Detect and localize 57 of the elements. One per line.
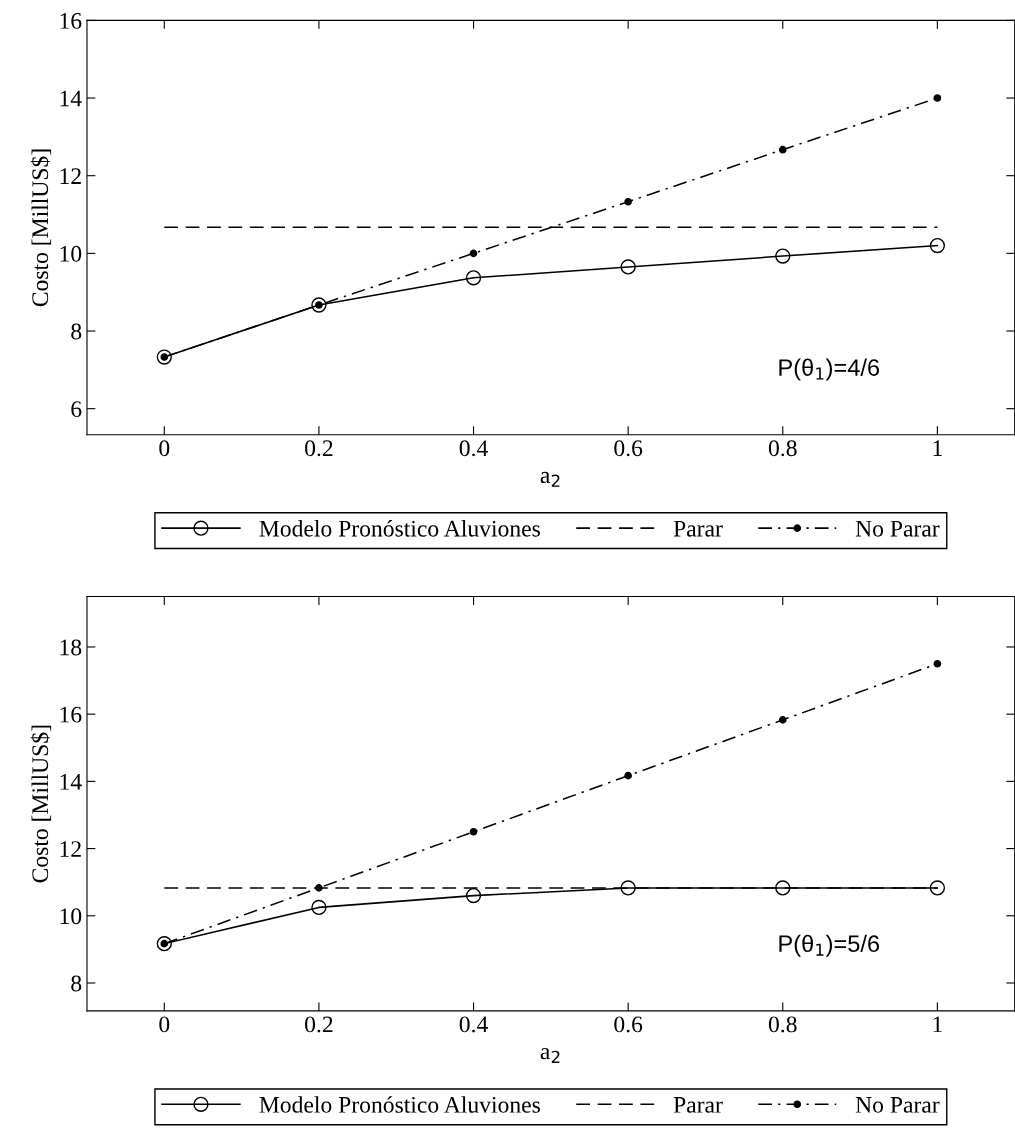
legend-label: No Parar xyxy=(855,520,940,537)
y-tick-label: 16 xyxy=(60,706,82,723)
point xyxy=(929,237,946,254)
annotation: P(θ$_{1}$)=4/6 xyxy=(779,358,880,381)
y-tick-label: 6 xyxy=(71,401,82,418)
y-tick-label: 8 xyxy=(71,323,82,340)
x-tick-label: 0.6 xyxy=(614,440,643,457)
y-tick-label: 16 xyxy=(60,12,82,29)
point xyxy=(315,884,323,892)
x-tick-label: 1 xyxy=(933,440,942,456)
y-axis-title: Costo [MillUS$] xyxy=(30,149,52,307)
x-tick-label: 0 xyxy=(159,1016,170,1033)
y-tick-label: 18 xyxy=(60,639,82,656)
x-tick-label: 1 xyxy=(933,1016,942,1033)
x-tick-label: 0.4 xyxy=(459,1016,488,1033)
point xyxy=(469,827,478,836)
x-tick-label: 0.8 xyxy=(768,1016,797,1033)
legend-label: Parar xyxy=(673,520,723,537)
y-tick-label: 10 xyxy=(60,245,82,262)
point xyxy=(775,880,791,896)
point xyxy=(624,771,632,780)
x-axis-title: a$_{2}$ xyxy=(540,1047,560,1063)
legend-label: Parar xyxy=(673,1097,723,1113)
y-tick-label: 12 xyxy=(60,168,81,184)
annotation: P(θ$_{1}$)=5/6 xyxy=(779,934,880,957)
point xyxy=(929,880,946,896)
x-axis-title: a$_{2}$ xyxy=(540,471,560,487)
point xyxy=(933,659,942,668)
x-tick-label: 0.2 xyxy=(305,1016,333,1033)
y-tick-label: 12 xyxy=(60,841,81,857)
point xyxy=(778,145,787,154)
x-tick-label: 0.8 xyxy=(768,440,797,457)
point xyxy=(465,270,482,286)
point xyxy=(778,716,787,724)
point xyxy=(620,880,636,896)
y-axis-title: Costo [MillUS$] xyxy=(30,725,52,883)
point xyxy=(469,249,478,258)
point xyxy=(620,259,636,275)
y-tick-label: 14 xyxy=(60,773,82,790)
point xyxy=(156,349,172,365)
y-tick-label: 8 xyxy=(71,975,82,992)
x-tick-label: 0.2 xyxy=(305,440,333,457)
legend-label: Modelo Pronóstico Aluviones xyxy=(259,1096,540,1113)
point xyxy=(933,94,942,102)
x-tick-label: 0.6 xyxy=(614,1016,643,1033)
point xyxy=(311,899,327,916)
legend-label: No Parar xyxy=(855,1097,940,1113)
x-tick-label: 0 xyxy=(159,440,170,457)
y-tick-label: 14 xyxy=(60,90,82,107)
point xyxy=(156,936,172,952)
x-tick-label: 0.4 xyxy=(459,440,488,457)
legend-label: Modelo Pronóstico Aluviones xyxy=(259,519,540,537)
point xyxy=(775,248,791,264)
point xyxy=(311,297,327,313)
y-tick-label: 10 xyxy=(60,908,82,925)
point xyxy=(624,197,632,206)
point xyxy=(465,887,482,904)
